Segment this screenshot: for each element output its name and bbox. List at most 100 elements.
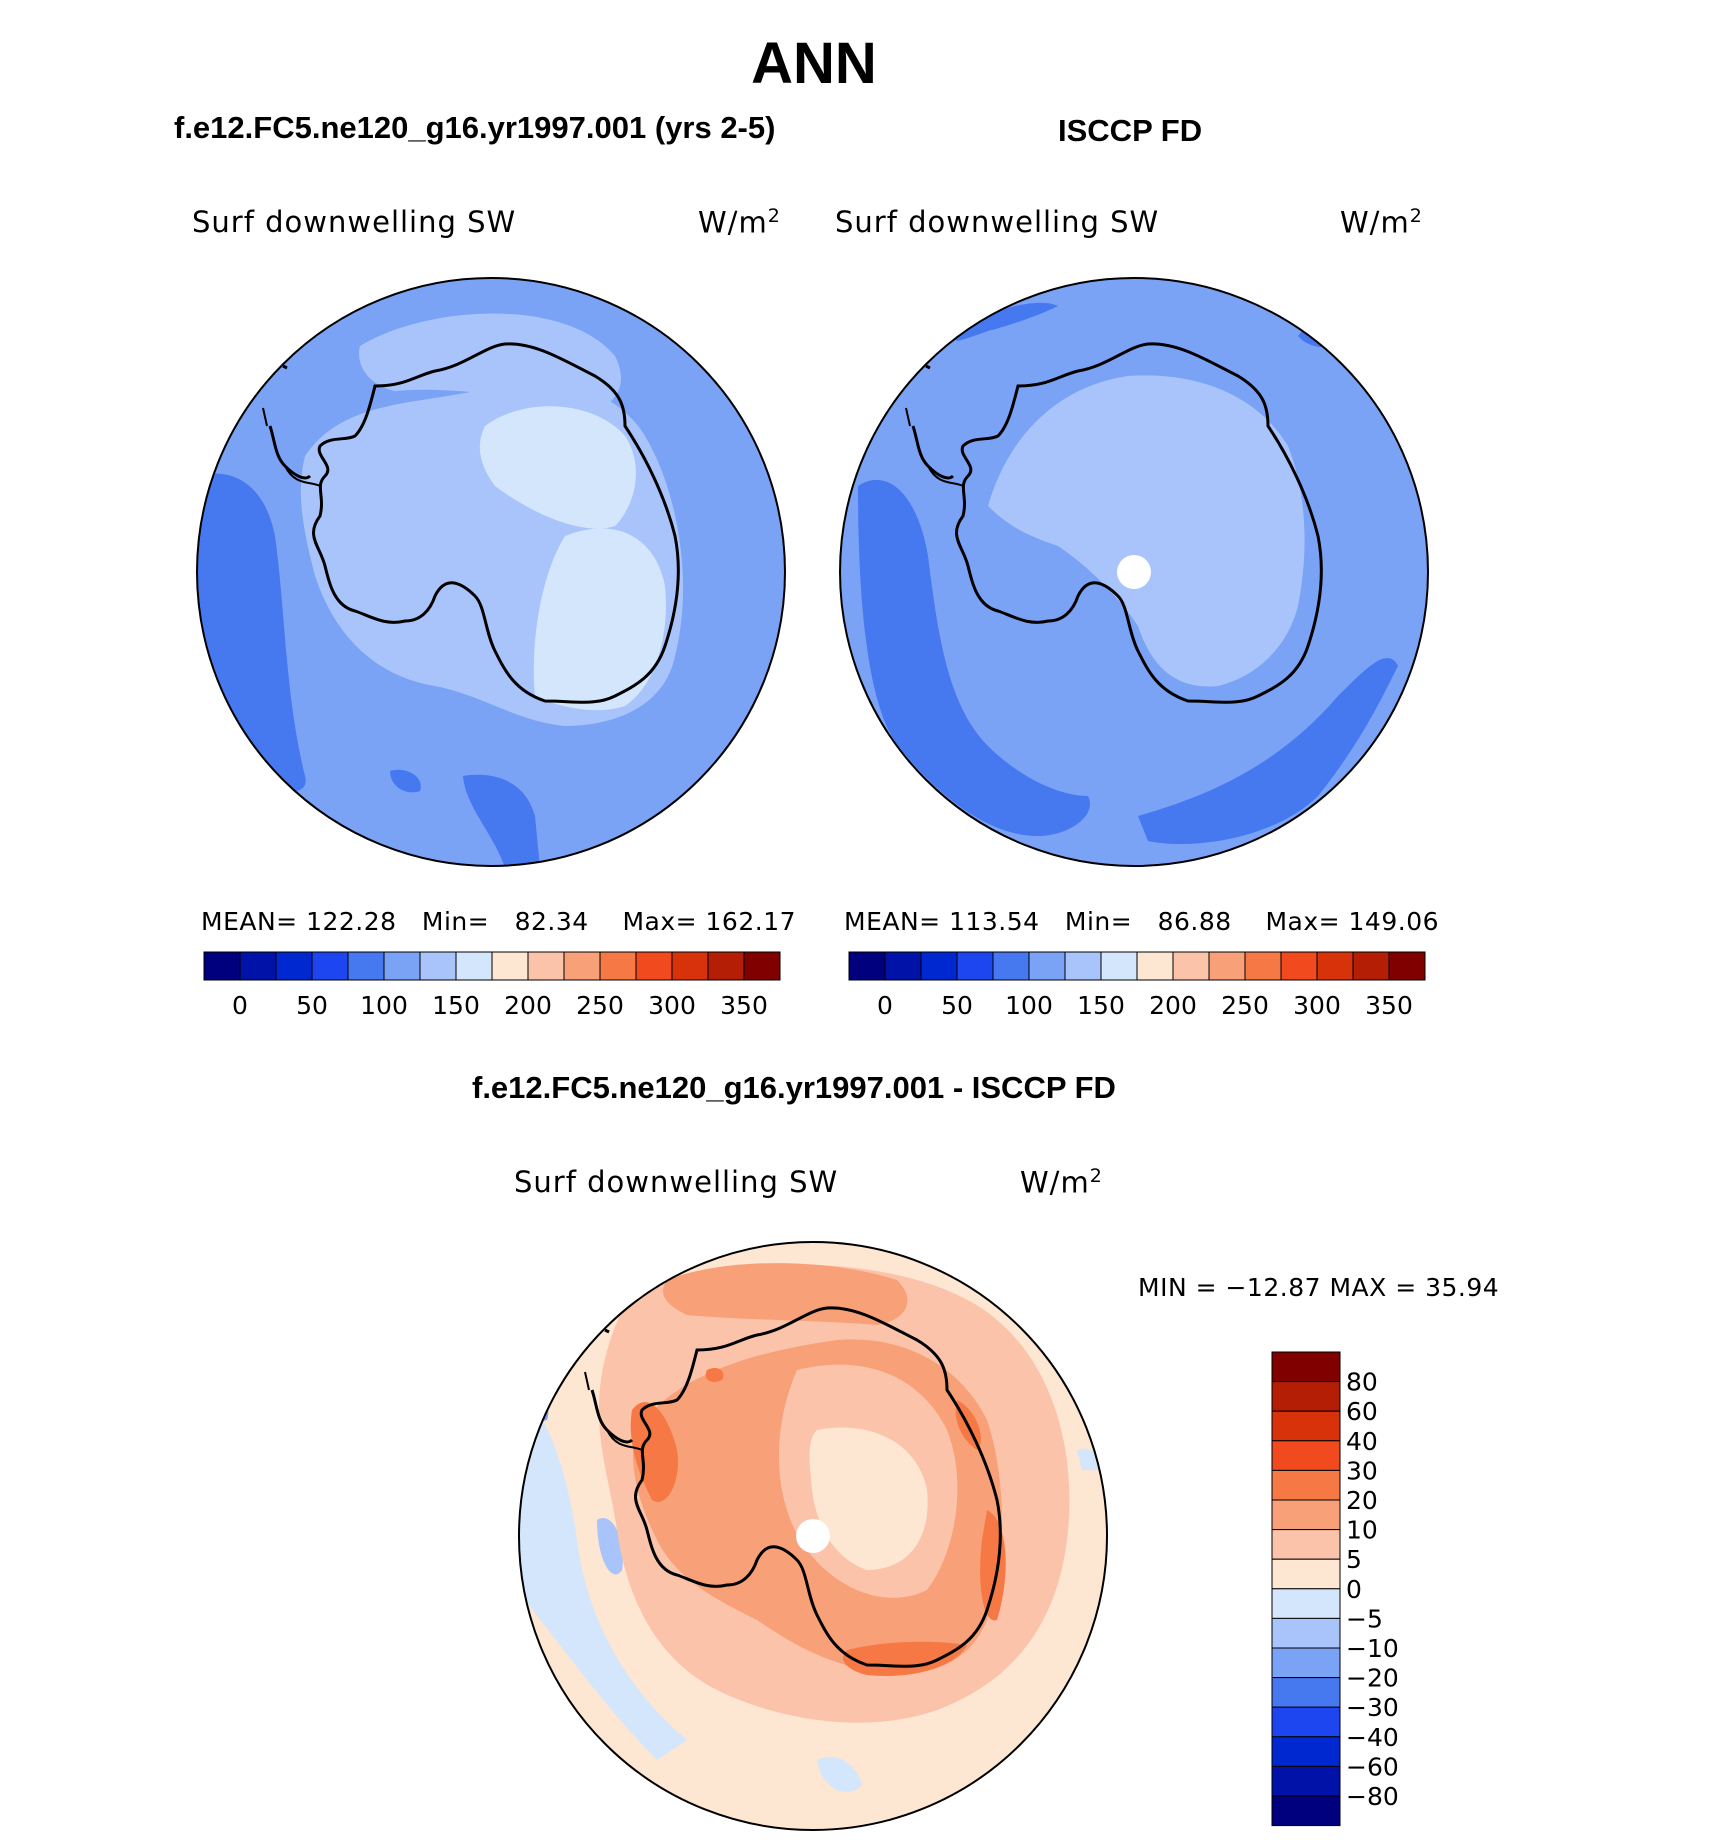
colorbar-cell <box>1271 1677 1341 1708</box>
colorbar-tick-label: 250 <box>576 991 624 1020</box>
model-max-value: 162.17 <box>705 907 797 936</box>
antarctica-coastline <box>955 342 1323 704</box>
colorbar-tick-label: 5 <box>1346 1545 1362 1574</box>
figure-title: ANN <box>751 31 877 96</box>
island-outline <box>925 364 931 370</box>
diff-polar-map <box>518 1241 1108 1831</box>
colorbar-tick-label: 100 <box>1005 991 1053 1020</box>
map-field-negative-region <box>1077 1448 1099 1470</box>
colorbar-cell <box>1271 1440 1341 1471</box>
diff-units-label: W/m2 <box>1020 1165 1103 1200</box>
colorbar-cell <box>1172 951 1210 981</box>
colorbar-tick-label: −10 <box>1346 1634 1399 1663</box>
colorbar-cell <box>275 951 313 981</box>
colorbar-cell <box>239 951 277 981</box>
model-colorbar-labels: 0 50 100 150 200 250 300 350 <box>232 991 768 1020</box>
obs-colorbar: 0 50 100 150 200 250 300 350 <box>848 951 1426 1020</box>
polar-hole <box>796 1519 830 1553</box>
colorbar-cell <box>1271 1410 1341 1442</box>
colorbar-cell <box>419 951 457 981</box>
antarctica-coastline <box>312 342 680 704</box>
colorbar-cell <box>1271 1706 1341 1738</box>
obs-mean-label: MEAN= <box>844 907 941 936</box>
colorbar-cell <box>884 951 922 981</box>
island-outline <box>905 407 911 427</box>
model-polar-map <box>196 277 786 867</box>
island-outline <box>604 1328 610 1334</box>
colorbar-tick-label: 80 <box>1346 1368 1378 1397</box>
diff-variable-label: Surf downwelling SW <box>514 1165 839 1199</box>
map-border <box>196 277 786 867</box>
map-field-negative-region <box>817 1756 862 1792</box>
colorbar-cell <box>1271 1647 1341 1679</box>
obs-mean-value: 113.54 <box>949 907 1040 936</box>
colorbar-tick-label: 20 <box>1346 1486 1378 1515</box>
colorbar-cell <box>671 951 709 981</box>
model-min-value: 82.34 <box>514 907 589 936</box>
diff-colorbar-cells <box>1271 1351 1341 1827</box>
colorbar-cell <box>956 951 994 981</box>
colorbar-cell <box>1271 1558 1341 1590</box>
map-field-low-region <box>390 769 421 793</box>
obs-polar-map <box>839 277 1429 867</box>
model-mean-value: 122.28 <box>306 907 397 936</box>
map-field-low-region <box>1138 657 1398 844</box>
colorbar-tick-label: 100 <box>360 991 408 1020</box>
obs-colorbar-labels: 0 50 100 150 200 250 300 350 <box>877 991 1413 1020</box>
colorbar-tick-label: 0 <box>1346 1575 1362 1604</box>
colorbar-tick-label: 10 <box>1346 1516 1378 1545</box>
colorbar-cell <box>1388 951 1426 981</box>
island-outline <box>262 407 268 427</box>
obs-max-value: 149.06 <box>1348 907 1440 936</box>
colorbar-cell <box>1271 1617 1341 1649</box>
colorbar-cell <box>1271 1381 1341 1412</box>
colorbar-cell <box>920 951 958 981</box>
obs-max-label: Max= <box>1265 907 1341 936</box>
colorbar-tick-label: 200 <box>504 991 552 1020</box>
colorbar-cell <box>1271 1351 1341 1383</box>
colorbar-cell <box>1271 1736 1341 1767</box>
colorbar-tick-label: 300 <box>1293 991 1341 1020</box>
colorbar-cell <box>491 951 529 981</box>
colorbar-tick-label: 150 <box>432 991 480 1020</box>
map-field-low-region <box>858 479 1090 836</box>
colorbar-cell <box>1208 951 1246 981</box>
colorbar-tick-label: 50 <box>941 991 973 1020</box>
map-field-mid-region <box>988 375 1305 687</box>
colorbar-cell <box>1136 951 1174 981</box>
colorbar-tick-label: 150 <box>1077 991 1125 1020</box>
colorbar-cell <box>1352 951 1390 981</box>
map-field-strong-positive-region <box>705 1368 724 1382</box>
colorbar-tick-label: 200 <box>1149 991 1197 1020</box>
colorbar-cell <box>635 951 673 981</box>
colorbar-cell <box>1271 1499 1341 1531</box>
colorbar-cell <box>563 951 601 981</box>
colorbar-cell <box>1271 1765 1341 1797</box>
diff-panel-title: f.e12.FC5.ne120_g16.yr1997.001 - ISCCP F… <box>472 1070 1116 1105</box>
model-units-label: W/m2 <box>698 205 781 240</box>
map-field-negative-region <box>519 1390 687 1760</box>
colorbar-tick-label: −20 <box>1346 1664 1399 1693</box>
map-border <box>518 1241 1108 1831</box>
model-min-label: Min= <box>421 907 490 936</box>
map-field-strong-positive-region <box>843 1641 967 1676</box>
antarctica-coastline <box>634 1306 1002 1668</box>
ice-shelf-outline <box>927 465 964 487</box>
ice-shelf-outline <box>284 465 321 487</box>
colorbar-cell <box>455 951 493 981</box>
colorbar-tick-label: 60 <box>1346 1397 1378 1426</box>
model-variable-label: Surf downwelling SW <box>192 205 517 239</box>
map-field-low-region <box>955 302 1058 341</box>
map-field-high-region <box>533 528 666 711</box>
colorbar-tick-label: 350 <box>720 991 768 1020</box>
colorbar-tick-label: −30 <box>1346 1693 1399 1722</box>
model-colorbar: 0 50 100 150 200 250 300 350 <box>203 951 781 1020</box>
colorbar-cell <box>1271 1588 1341 1619</box>
model-colorbar-cells <box>203 951 781 981</box>
colorbar-tick-label: 250 <box>1221 991 1269 1020</box>
colorbar-cell <box>1316 951 1354 981</box>
map-field-negative-region <box>597 1518 623 1575</box>
obs-stats: MEAN= 113.54 Min= 86.88 Max= 149.06 <box>844 907 1439 936</box>
